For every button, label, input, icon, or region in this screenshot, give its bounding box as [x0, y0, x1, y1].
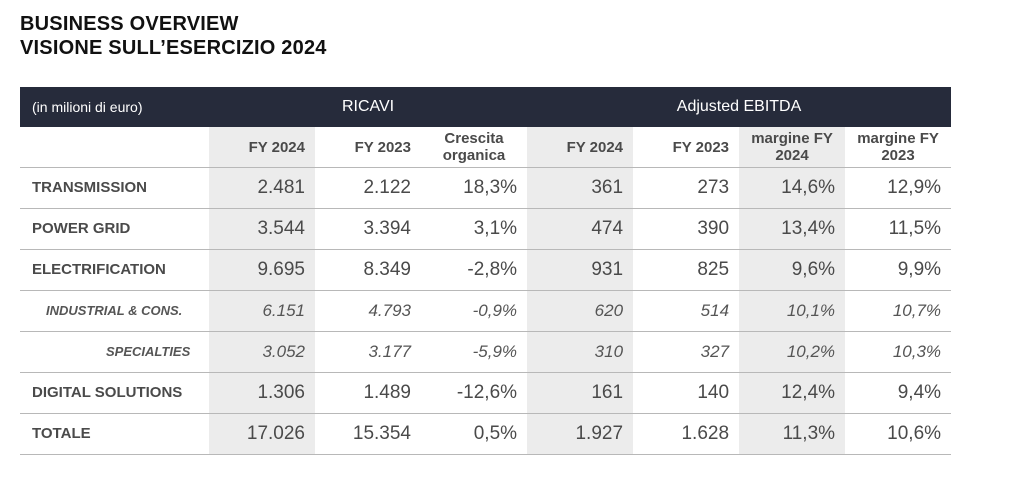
row-label: TRANSMISSION	[20, 167, 209, 209]
table-cell: 825	[633, 249, 740, 291]
title-line-1: BUSINESS OVERVIEW	[20, 13, 239, 35]
table-cell: 12,4%	[739, 372, 846, 414]
table-cell: 140	[633, 372, 740, 414]
table-cell: -12,6%	[421, 372, 528, 414]
table-cell: 9.695	[209, 249, 315, 291]
table-cell: 1.306	[209, 372, 315, 414]
table-row: SPECIALTIES 3.052 3.177 -5,9% 310 327 10…	[20, 331, 952, 373]
table-cell: 3,1%	[421, 208, 528, 250]
header-crescita-organica: Crescita organica	[421, 127, 528, 168]
table-cell: 9,9%	[845, 249, 952, 291]
table-cell: 931	[527, 249, 634, 291]
table-row: DIGITAL SOLUTIONS 1.306 1.489 -12,6% 161…	[20, 372, 952, 414]
business-overview-table: (in milioni di euro) RICAVI Adjusted EBI…	[20, 87, 952, 455]
row-label: INDUSTRIAL & CONS.	[20, 290, 209, 332]
table-cell: 3.177	[315, 331, 421, 373]
group-adjusted-ebitda: Adjusted EBITDA	[527, 87, 952, 127]
header-empty	[20, 127, 209, 168]
table-cell: 10,3%	[845, 331, 952, 373]
row-label: TOTALE	[20, 413, 209, 455]
table-cell: 11,5%	[845, 208, 952, 250]
table-cell: 0,5%	[421, 413, 528, 455]
table-cell: 18,3%	[421, 167, 528, 209]
table-cell: 14,6%	[739, 167, 846, 209]
header-ebitda-fy2023: FY 2023	[633, 127, 740, 168]
table-cell: 4.793	[315, 290, 421, 332]
table-cell: 13,4%	[739, 208, 846, 250]
row-label: SPECIALTIES	[20, 331, 209, 373]
table-cell: 273	[633, 167, 740, 209]
table-cell: 327	[633, 331, 740, 373]
table-row-total: TOTALE 17.026 15.354 0,5% 1.927 1.628 11…	[20, 413, 952, 455]
header-ricavi-fy2023: FY 2023	[315, 127, 421, 168]
table-cell: 620	[527, 290, 634, 332]
table-cell: 12,9%	[845, 167, 952, 209]
table-cell: 310	[527, 331, 634, 373]
table-cell: 10,7%	[845, 290, 952, 332]
table-cell: 10,2%	[739, 331, 846, 373]
table-cell: 361	[527, 167, 634, 209]
table-cell: 514	[633, 290, 740, 332]
table-cell: 161	[527, 372, 634, 414]
table-row: INDUSTRIAL & CONS. 6.151 4.793 -0,9% 620…	[20, 290, 952, 332]
row-label: DIGITAL SOLUTIONS	[20, 372, 209, 414]
header-margine-fy2023: margine FY 2023	[845, 127, 952, 168]
table-cell: 10,6%	[845, 413, 952, 455]
table-cell: 11,3%	[739, 413, 846, 455]
table-cell: -2,8%	[421, 249, 528, 291]
header-ebitda-fy2024: FY 2024	[527, 127, 634, 168]
table-cell: 390	[633, 208, 740, 250]
header-ricavi-fy2024: FY 2024	[209, 127, 315, 168]
table-cell: 6.151	[209, 290, 315, 332]
table-row: ELECTRIFICATION 9.695 8.349 -2,8% 931 82…	[20, 249, 952, 291]
row-label: POWER GRID	[20, 208, 209, 250]
table-cell: 474	[527, 208, 634, 250]
header-margine-fy2024: margine FY 2024	[739, 127, 846, 168]
table-cell: 15.354	[315, 413, 421, 455]
table-cell: 1.628	[633, 413, 740, 455]
table-cell: 8.349	[315, 249, 421, 291]
table-row: POWER GRID 3.544 3.394 3,1% 474 390 13,4…	[20, 208, 952, 250]
table-cell: 3.052	[209, 331, 315, 373]
table-cell: 17.026	[209, 413, 315, 455]
table-group-header: (in milioni di euro) RICAVI Adjusted EBI…	[20, 87, 952, 127]
title-line-2: VISIONE SULL’ESERCIZIO 2024	[20, 37, 327, 59]
page-title: BUSINESS OVERVIEW VISIONE SULL’ESERCIZIO…	[20, 12, 327, 60]
group-ricavi: RICAVI	[209, 87, 528, 127]
table-cell: 2.122	[315, 167, 421, 209]
table-cell: 1.489	[315, 372, 421, 414]
table-cell: 1.927	[527, 413, 634, 455]
unit-label: (in milioni di euro)	[20, 87, 209, 127]
table-cell: 3.544	[209, 208, 315, 250]
table-cell: -5,9%	[421, 331, 528, 373]
table-cell: -0,9%	[421, 290, 528, 332]
table-cell: 9,6%	[739, 249, 846, 291]
table-row: TRANSMISSION 2.481 2.122 18,3% 361 273 1…	[20, 167, 952, 209]
table-cell: 9,4%	[845, 372, 952, 414]
table-cell: 3.394	[315, 208, 421, 250]
table-column-header: FY 2024 FY 2023 Crescita organica FY 202…	[20, 127, 952, 168]
row-label: ELECTRIFICATION	[20, 249, 209, 291]
table-cell: 2.481	[209, 167, 315, 209]
table-cell: 10,1%	[739, 290, 846, 332]
